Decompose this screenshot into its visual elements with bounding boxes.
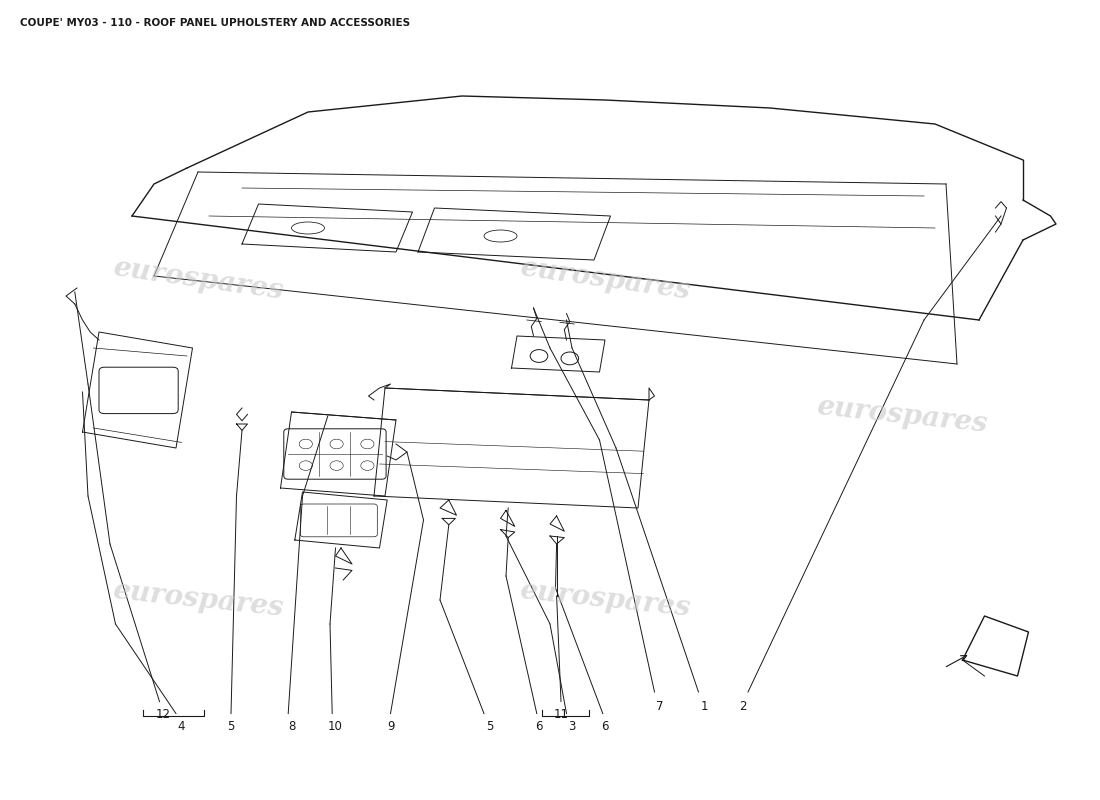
Text: 12: 12	[155, 708, 170, 721]
Text: 1: 1	[701, 700, 707, 713]
Text: 6: 6	[602, 720, 608, 733]
Text: eurospares: eurospares	[518, 578, 692, 622]
Text: 5: 5	[486, 720, 493, 733]
Text: eurospares: eurospares	[111, 254, 285, 306]
Text: 10: 10	[328, 720, 343, 733]
Text: 7: 7	[657, 700, 663, 713]
Text: 4: 4	[178, 720, 185, 733]
Text: 3: 3	[569, 720, 575, 733]
Text: eurospares: eurospares	[518, 254, 692, 306]
Text: 8: 8	[288, 720, 295, 733]
Text: 6: 6	[536, 720, 542, 733]
Text: 5: 5	[228, 720, 234, 733]
Text: eurospares: eurospares	[815, 394, 989, 438]
Text: eurospares: eurospares	[111, 578, 285, 622]
Text: 11: 11	[553, 708, 569, 721]
Text: COUPE' MY03 - 110 - ROOF PANEL UPHOLSTERY AND ACCESSORIES: COUPE' MY03 - 110 - ROOF PANEL UPHOLSTER…	[20, 18, 410, 27]
Text: 9: 9	[387, 720, 394, 733]
Text: 2: 2	[739, 700, 746, 713]
